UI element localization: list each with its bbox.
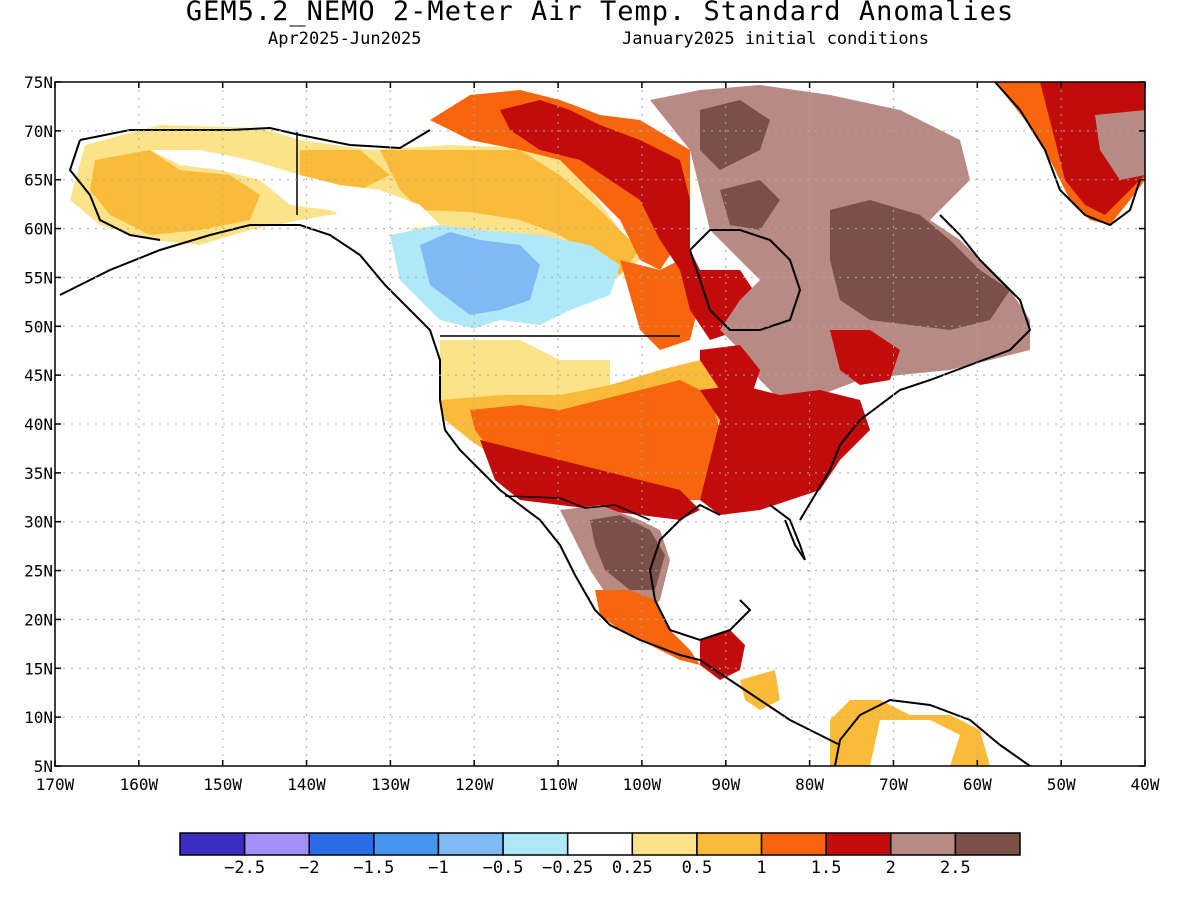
colorbar-swatch [825,832,892,856]
coastline-hudson-bay [688,229,802,331]
colorbar-swatch [502,832,569,856]
colorbar [179,832,1021,856]
region-greenland-light-brown [1095,110,1145,180]
colorbar-swatch [890,832,957,856]
lat-label: 70N [24,122,53,141]
colorbar-labels: −2.5 −2 −1.5 −1 −0.5 −0.25 0.25 0.5 1 1.5 2 2.5 [224,858,971,878]
coastline-alaska-west [68,139,161,241]
colorbar-label: 0.5 [682,858,713,878]
lon-label: 110W [539,775,578,794]
colorbar-swatch [308,832,375,856]
region-us-southwest-warm [480,440,700,520]
colorbar-label: −2.5 [224,858,265,878]
lon-label: 130W [371,775,410,794]
map-title: GEM5.2_NEMO 2-Meter Air Temp. Standard A… [185,0,1015,27]
lon-label: 100W [623,775,662,794]
lon-label: 160W [120,775,159,794]
forecast-period: Apr2025-Jun2025 [268,29,422,49]
axis-ticks [54,81,1146,767]
colorbar-label: 0.25 [612,858,653,878]
coastline-greenland [994,82,1141,227]
colorbar-swatch [437,832,504,856]
colorbar-swatch [631,832,698,856]
region-nw-us-yellow [440,340,610,410]
lon-label: 150W [203,775,242,794]
lon-label: 70W [879,775,908,794]
region-great-lakes-warm [700,330,900,400]
lon-label: 90W [711,775,740,794]
coastline-south-america [834,698,1031,766]
colorbar-swatch [954,832,1021,856]
lat-label: 40N [24,415,53,434]
colorbar-label: 1.5 [811,858,842,878]
lat-label: 25N [24,562,53,581]
colorbar-label: 2.5 [940,858,971,878]
colorbar-swatch [373,832,440,856]
colorbar-swatch [760,832,827,856]
region-south-america-white [870,720,960,766]
coastline-alaska-north [79,126,431,150]
colorbar-label: −1.5 [353,858,394,878]
lat-label: 45N [24,366,53,385]
colorbar-swatch [566,832,634,856]
lon-label: 140W [287,775,326,794]
coastline-north-america [59,224,841,746]
lon-label: 60W [963,775,992,794]
lat-label: 10N [24,708,53,727]
lat-label: 30N [24,513,53,532]
colorbar-label: 2 [886,858,896,878]
lon-label: 80W [795,775,824,794]
graticule [55,82,1145,766]
region-alaska-orange [90,150,640,275]
region-us-southeast-warm [700,385,870,515]
colorbar-label: −1 [428,858,448,878]
colorbar-swatch [179,832,246,856]
initial-conditions: January2025 initial conditions [622,29,930,49]
lat-label: 35N [24,464,53,483]
coastline-east [799,214,1032,521]
longitude-labels: 170W 160W 150W 140W 130W 120W 110W 100W 90W 80W 70… [36,775,1160,794]
colorbar-label: −0.5 [483,858,524,878]
region-mexico-orange [595,590,700,665]
lat-label: 50N [24,317,53,336]
colorbar-swatch [696,832,763,856]
region-central-america-yellow [740,670,780,710]
colorbar-label: 1 [756,858,766,878]
coastline-florida [769,504,806,561]
lat-label: 75N [24,73,53,92]
lon-label: 170W [36,775,75,794]
lat-label: 65N [24,171,53,190]
lat-label: 5N [34,757,53,776]
lat-label: 55N [24,268,53,287]
region-arctic-warm [500,100,760,340]
border-us-mexico [504,495,651,521]
colorbar-label: −2 [299,858,319,878]
lon-label: 50W [1047,775,1076,794]
lat-label: 15N [24,659,53,678]
colorbar-label: −0.25 [542,858,593,878]
colorbar-swatch [243,832,310,856]
region-mexico-brown [590,515,665,590]
lon-label: 120W [455,775,494,794]
latitude-labels: 75N 70N 65N 60N 55N 50N 45N 40N 35N 30N 25N 20N 15N 1… [24,73,53,776]
coastline-gulf [648,503,752,642]
lat-label: 20N [24,610,53,629]
lon-label: 40W [1131,775,1160,794]
region-eastern-canada-brown [700,100,1010,330]
lat-label: 60N [24,220,53,239]
region-alberta-cool-core [420,232,540,315]
coastlines [59,82,1141,766]
